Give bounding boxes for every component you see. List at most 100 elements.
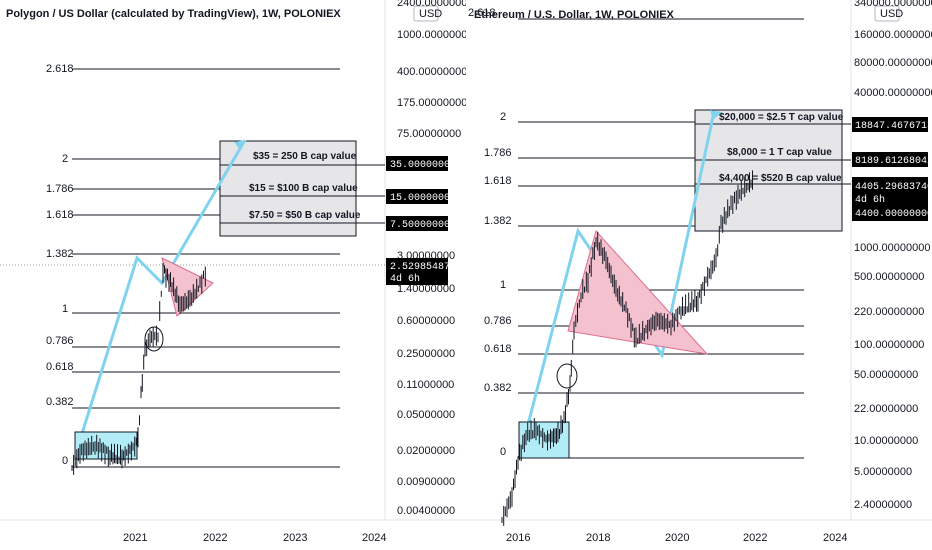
- ethereum-chart-pane[interactable]: Ethereum / U.S. Dollar, 1W, POLONIEX USD…: [466, 0, 932, 550]
- target-label: $20,000 = $2.5 T cap value: [719, 112, 844, 123]
- price-tag-text: 8189.61268042: [855, 156, 932, 167]
- fib-label: 0: [500, 446, 506, 458]
- fib-label: 1: [500, 279, 506, 291]
- price-tick: 0.05000000: [397, 409, 455, 421]
- price-tick: 1000.00000000: [397, 29, 466, 41]
- target-box: [219, 140, 357, 237]
- time-tick: 2024: [823, 532, 847, 544]
- price-tick: 100.00000000: [854, 339, 924, 351]
- time-tick: 2021: [123, 532, 147, 544]
- fib-label: 1.786: [46, 183, 74, 195]
- current-price-tag: [852, 177, 928, 221]
- price-tick: 175.00000000: [397, 97, 466, 109]
- accumulation-box: [74, 431, 138, 460]
- target-box: [694, 109, 843, 232]
- polygon-chart-title: Polygon / US Dollar (calculated by Tradi…: [6, 8, 341, 20]
- breakout-circle: [144, 326, 164, 352]
- price-tick: 0.60000000: [397, 315, 455, 327]
- polygon-chart-svg[interactable]: Polygon / US Dollar (calculated by Tradi…: [0, 0, 466, 550]
- fib-label: 0: [62, 455, 68, 467]
- target-label: $35 = 250 B cap value: [253, 151, 357, 162]
- price-tick: 1.40000000: [397, 283, 455, 295]
- price-tick: 1000.00000000: [854, 242, 930, 254]
- fib-label: 2: [500, 111, 506, 123]
- price-tick: 500.00000000: [854, 271, 924, 283]
- fib-label: 2.618: [468, 7, 496, 19]
- price-tick: 2400.00000000: [397, 0, 466, 9]
- target-label: $8,000 = 1 T cap value: [727, 147, 832, 158]
- projection-path: [78, 139, 247, 441]
- price-tag: [852, 152, 928, 167]
- price-candles: [71, 263, 206, 475]
- fib-label: 1.786: [484, 147, 512, 159]
- time-tick: 2016: [506, 532, 530, 544]
- price-tag-text: 18847.46767130: [855, 121, 932, 132]
- price-tick: 10.00000000: [854, 435, 918, 447]
- price-tag: [386, 189, 448, 204]
- fib-label: 0.786: [484, 315, 512, 327]
- current-price-tag: [386, 258, 448, 285]
- current-price-text: 2.52985487: [390, 262, 450, 273]
- target-label: $7.50 = $50 B cap value: [249, 210, 361, 221]
- projection-arrow: [234, 140, 245, 150]
- price-tick: 0.00400000: [397, 505, 455, 517]
- price-tick: 80000.00000000: [854, 57, 932, 69]
- polygon-chart-pane[interactable]: Polygon / US Dollar (calculated by Tradi…: [0, 0, 466, 550]
- fib-label: 2: [62, 153, 68, 165]
- price-tick: 160000.00000000: [854, 29, 932, 41]
- time-tick: 2020: [665, 532, 689, 544]
- projection-arrow: [710, 110, 722, 120]
- fib-levels: [518, 18, 804, 459]
- time-tick: 2023: [283, 532, 307, 544]
- fib-levels: [72, 68, 340, 468]
- currency-button[interactable]: [874, 5, 900, 22]
- price-tick: 75.00000000: [397, 128, 461, 140]
- target-label: $4,400 = $520 B cap value: [719, 173, 842, 184]
- fib-label: 1: [62, 303, 68, 315]
- price-tick: 5.00000000: [854, 466, 912, 478]
- price-tick: 50.00000000: [854, 369, 918, 381]
- price-tag-text: 15.00000000: [390, 193, 456, 204]
- price-tick: 2.40000000: [854, 499, 912, 511]
- price-tag: [852, 117, 928, 132]
- countdown-text: 4d 6h: [390, 273, 420, 285]
- fib-label: 0.618: [484, 343, 512, 355]
- fib-label: 1.382: [484, 215, 512, 227]
- fib-label: 2.618: [46, 63, 74, 75]
- currency-button[interactable]: [413, 5, 439, 22]
- price-candles: [501, 170, 753, 526]
- price-tick: 0.02000000: [397, 445, 455, 457]
- price-tick: 340000.00000000: [854, 0, 932, 9]
- currency-button-label: USD: [419, 8, 442, 20]
- price-tick: 22.00000000: [854, 403, 918, 415]
- fib-label: 1.618: [484, 175, 512, 187]
- fib-label: 0.618: [46, 361, 74, 373]
- ethereum-chart-svg[interactable]: Ethereum / U.S. Dollar, 1W, POLONIEX USD…: [466, 0, 932, 550]
- time-tick: 2022: [203, 532, 227, 544]
- price-tick: 0.25000000: [397, 348, 455, 360]
- price-tag-text: 35.00000000: [390, 160, 456, 171]
- fib-label: 1.618: [46, 209, 74, 221]
- fib-label: 0.382: [484, 382, 512, 394]
- currency-button-label: USD: [880, 8, 903, 20]
- price-tag-text: 7.50000000: [390, 220, 450, 231]
- price-tag-text: 4400.00000000: [855, 209, 932, 220]
- price-tick: 0.11000000: [397, 379, 454, 391]
- target-label: $15 = $100 B cap value: [249, 183, 358, 194]
- countdown-text: 4d 6h: [855, 194, 885, 206]
- fib-label: 0.786: [46, 335, 74, 347]
- price-tick: 40000.00000000: [854, 87, 932, 99]
- breakout-circle: [556, 363, 578, 389]
- price-tag: [386, 156, 448, 171]
- time-tick: 2024: [362, 532, 386, 544]
- price-tick: 220.00000000: [854, 306, 924, 318]
- fib-label: 1.382: [46, 248, 74, 260]
- ethereum-chart-title: Ethereum / U.S. Dollar, 1W, POLONIEX: [474, 9, 675, 21]
- price-tag: [386, 216, 448, 231]
- price-tick: 0.00900000: [397, 476, 455, 488]
- price-tick: 400.00000000: [397, 66, 466, 78]
- current-price-text: 4405.29683740: [855, 182, 932, 193]
- time-tick: 2022: [743, 532, 767, 544]
- time-tick: 2018: [586, 532, 610, 544]
